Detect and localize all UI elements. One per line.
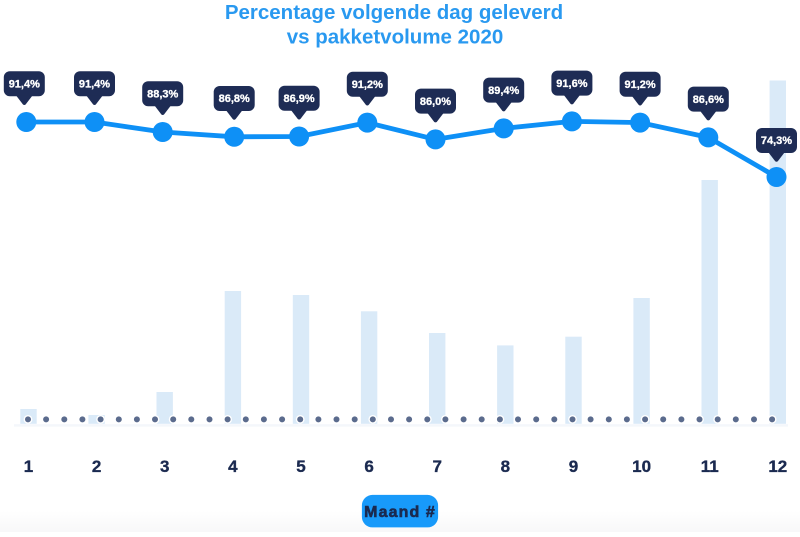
svg-text:89,4%: 89,4% bbox=[488, 85, 519, 97]
svg-text:vs pakketvolume 2020: vs pakketvolume 2020 bbox=[287, 26, 504, 49]
svg-text:5: 5 bbox=[296, 457, 305, 476]
svg-text:86,0%: 86,0% bbox=[420, 96, 451, 108]
svg-text:Percentage volgende dag geleve: Percentage volgende dag geleverd bbox=[225, 1, 563, 24]
svg-text:10: 10 bbox=[632, 457, 651, 476]
svg-text:86,8%: 86,8% bbox=[219, 93, 250, 105]
svg-text:86,9%: 86,9% bbox=[283, 93, 314, 105]
svg-text:4: 4 bbox=[228, 457, 238, 476]
svg-text:11: 11 bbox=[701, 457, 719, 476]
svg-text:91,2%: 91,2% bbox=[624, 79, 655, 91]
svg-text:12: 12 bbox=[768, 457, 787, 476]
svg-text:6: 6 bbox=[364, 457, 373, 476]
svg-text:Maand #: Maand # bbox=[364, 504, 436, 521]
svg-text:74,3%: 74,3% bbox=[761, 135, 792, 147]
svg-text:91,4%: 91,4% bbox=[9, 78, 40, 90]
svg-text:1: 1 bbox=[24, 457, 33, 476]
svg-text:86,6%: 86,6% bbox=[693, 94, 724, 106]
svg-text:2: 2 bbox=[92, 457, 101, 476]
svg-text:91,2%: 91,2% bbox=[352, 79, 383, 91]
svg-text:9: 9 bbox=[569, 457, 578, 476]
svg-text:7: 7 bbox=[432, 457, 441, 476]
svg-text:8: 8 bbox=[501, 457, 510, 476]
svg-text:91,4%: 91,4% bbox=[79, 78, 110, 90]
svg-text:3: 3 bbox=[160, 457, 169, 476]
svg-text:91,6%: 91,6% bbox=[556, 78, 587, 90]
svg-text:88,3%: 88,3% bbox=[147, 88, 178, 100]
